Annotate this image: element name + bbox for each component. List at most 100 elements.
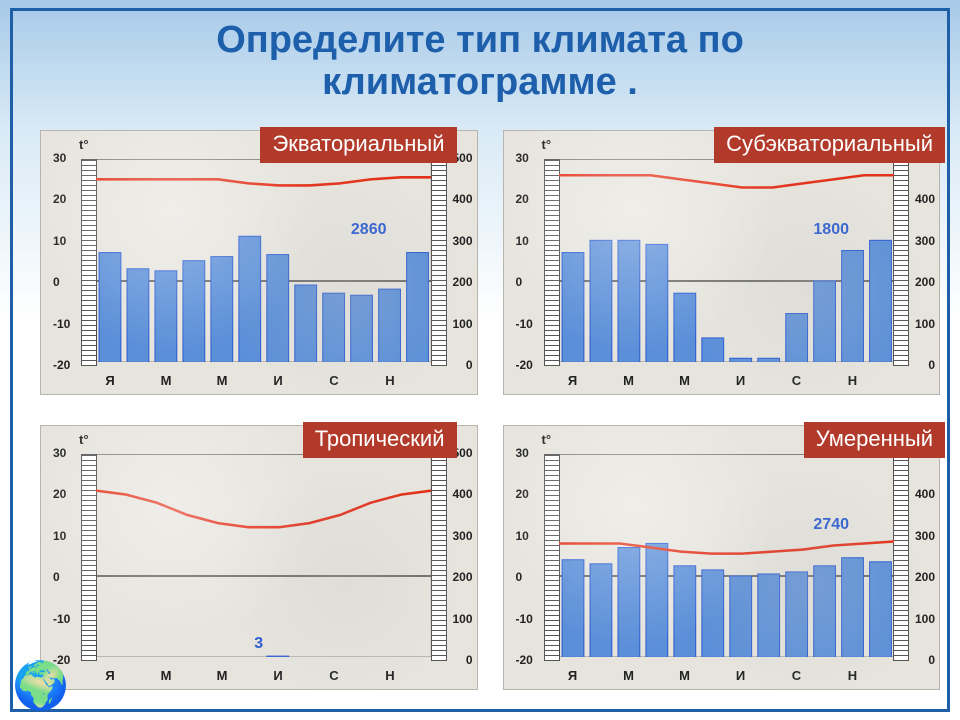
precip-tick-label: 0: [466, 653, 473, 667]
month-label: И: [736, 373, 745, 388]
precip-tick-label: 200: [452, 570, 472, 584]
precip-tick-label: 0: [928, 358, 935, 372]
climate-tag: Тропический: [303, 422, 457, 458]
month-label: Я: [568, 668, 577, 683]
plot-area: [96, 454, 432, 661]
title-line-1: Определите тип климата по: [216, 19, 744, 61]
temp-line: [559, 175, 894, 187]
month-label: Н: [385, 668, 394, 683]
precip-tick-label: 400: [915, 192, 935, 206]
temp-tick-label: -20: [516, 653, 533, 667]
precip-tick-label: 300: [915, 234, 935, 248]
temp-unit-label: t°: [542, 432, 552, 447]
plot-area: [559, 159, 895, 366]
month-label: И: [273, 668, 282, 683]
precip-tick-label: 300: [915, 529, 935, 543]
month-label: Я: [105, 373, 114, 388]
temp-tick-label: 10: [53, 234, 66, 248]
temp-axis-scale: [544, 159, 560, 366]
climatogram-panel: Экваториальныйt°-20-10010203001002003004…: [40, 130, 478, 395]
temp-tick-label: -10: [516, 612, 533, 626]
precip-bar: [841, 250, 863, 362]
frame-border: [10, 709, 950, 712]
precip-bar: [211, 257, 233, 363]
precip-tick-label: 100: [915, 612, 935, 626]
month-label: Я: [568, 373, 577, 388]
precip-axis-scale: [431, 454, 447, 661]
temp-axis-scale: [81, 159, 97, 366]
precip-bar: [99, 253, 121, 363]
precip-bar: [813, 281, 835, 362]
temp-tick-label: 10: [53, 529, 66, 543]
precip-bar: [645, 543, 667, 657]
temp-tick-label: 30: [516, 446, 529, 460]
temp-tick-label: -20: [516, 358, 533, 372]
precip-bar: [841, 558, 863, 658]
temp-tick-label: 0: [516, 275, 523, 289]
title-line-2: климатограмме .: [322, 61, 638, 103]
month-label: Н: [848, 373, 857, 388]
page-title: Определите тип климата по климатограмме …: [0, 20, 960, 104]
temp-tick-label: -20: [53, 358, 70, 372]
slide-frame: Определите тип климата по климатограмме …: [0, 0, 960, 720]
precip-bar: [617, 240, 639, 362]
precip-tick-label: 400: [452, 192, 472, 206]
precip-bar: [869, 240, 891, 362]
precip-tick-label: 200: [915, 275, 935, 289]
temp-line: [559, 541, 894, 553]
month-label: И: [273, 373, 282, 388]
temp-tick-label: -10: [53, 612, 70, 626]
temp-tick-label: -10: [53, 317, 70, 331]
temp-tick-label: 30: [53, 446, 66, 460]
month-label: Н: [385, 373, 394, 388]
month-label: Н: [848, 668, 857, 683]
temp-tick-label: 30: [53, 151, 66, 165]
precip-bar: [701, 570, 723, 657]
temp-tick-label: -10: [516, 317, 533, 331]
precip-bar: [673, 566, 695, 657]
month-label: М: [161, 373, 172, 388]
precip-bar: [785, 572, 807, 657]
plot-area: [96, 159, 432, 366]
frame-border: [10, 8, 13, 712]
precip-tick-label: 0: [466, 358, 473, 372]
precip-bar: [701, 338, 723, 362]
precip-tick-label: 300: [452, 234, 472, 248]
climate-tag: Умеренный: [804, 422, 945, 458]
precip-total: 2860: [351, 221, 387, 239]
month-label: М: [623, 668, 634, 683]
climate-tag: Субэкваториальный: [714, 127, 945, 163]
month-label: С: [329, 373, 338, 388]
precip-total: 2740: [813, 516, 849, 534]
temp-tick-label: 0: [53, 275, 60, 289]
precip-bar: [295, 285, 317, 362]
precip-bar: [407, 253, 429, 363]
chart-svg: [559, 454, 894, 657]
temp-axis-scale: [81, 454, 97, 661]
month-label: М: [679, 668, 690, 683]
precip-tick-label: 400: [915, 487, 935, 501]
charts-grid: Экваториальныйt°-20-10010203001002003004…: [40, 130, 940, 690]
chart-svg: [96, 159, 431, 362]
temp-tick-label: 20: [516, 487, 529, 501]
month-label: С: [329, 668, 338, 683]
precip-bar: [239, 236, 261, 362]
temp-tick-label: 20: [53, 487, 66, 501]
precip-bar: [379, 289, 401, 362]
temp-line: [96, 177, 431, 185]
climatogram-panel: Умеренныйt°-20-1001020300100200300400500…: [503, 425, 941, 690]
month-label: М: [217, 668, 228, 683]
climatogram-panel: Тропическийt°-20-10010203001002003004005…: [40, 425, 478, 690]
temp-tick-label: 0: [516, 570, 523, 584]
temp-tick-label: 10: [516, 529, 529, 543]
temp-unit-label: t°: [79, 432, 89, 447]
frame-border: [947, 8, 950, 712]
temp-tick-label: 10: [516, 234, 529, 248]
precip-bar: [351, 295, 373, 362]
precip-tick-label: 200: [915, 570, 935, 584]
precip-bar: [562, 253, 584, 363]
precip-bar: [813, 566, 835, 657]
precip-bar: [757, 358, 779, 362]
temp-tick-label: 20: [53, 192, 66, 206]
temp-unit-label: t°: [542, 137, 552, 152]
